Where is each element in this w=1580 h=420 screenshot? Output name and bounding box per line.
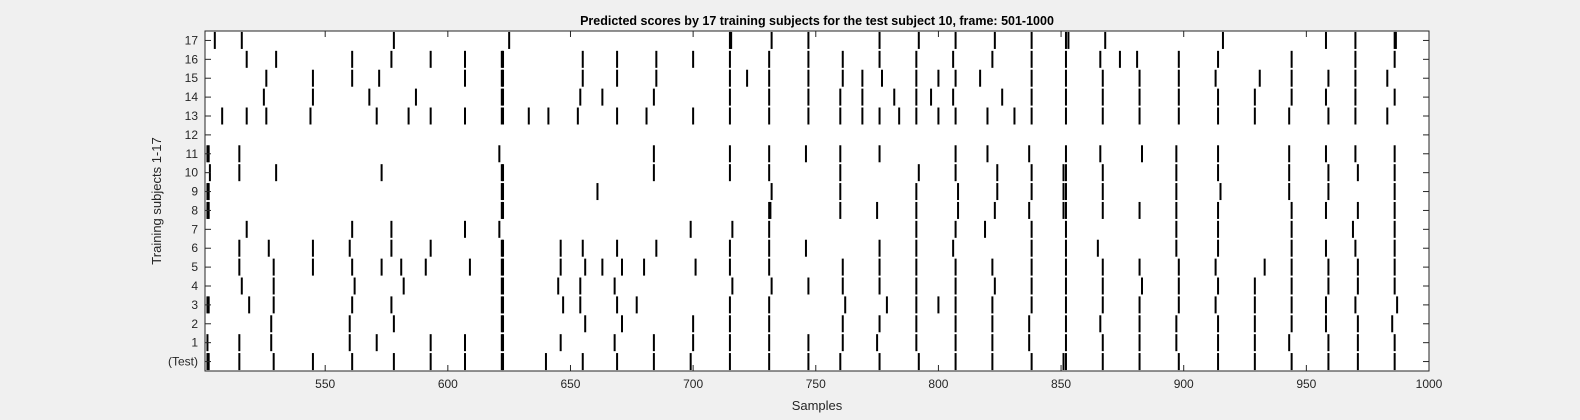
y-tick-label: 12 bbox=[185, 128, 199, 142]
y-tick-label: 6 bbox=[191, 241, 198, 255]
y-tick-label: 9 bbox=[191, 185, 198, 199]
x-tick-label: 550 bbox=[315, 377, 335, 391]
x-tick-label: 950 bbox=[1296, 377, 1316, 391]
y-tick-label: 16 bbox=[185, 52, 199, 66]
y-tick-label: 14 bbox=[185, 90, 199, 104]
y-tick-label: 5 bbox=[191, 260, 198, 274]
x-tick-label: 800 bbox=[928, 377, 948, 391]
y-tick-label: 11 bbox=[186, 147, 199, 161]
y-tick-label: 15 bbox=[185, 71, 199, 85]
x-tick-label: 900 bbox=[1174, 377, 1194, 391]
y-tick-label: 4 bbox=[191, 279, 198, 293]
x-tick-label: 700 bbox=[683, 377, 703, 391]
x-axis-ticks: 550 600 650 700 750 800 850 900 950 1000 bbox=[315, 31, 1443, 391]
y-tick-label: 1 bbox=[191, 336, 198, 350]
chart-title: Predicted scores by 17 training subjects… bbox=[580, 14, 1054, 28]
x-axis-label: Samples bbox=[792, 398, 843, 413]
y-tick-label: 8 bbox=[191, 203, 198, 217]
y-tick-label: 10 bbox=[185, 166, 199, 180]
y-tick-label: 3 bbox=[191, 298, 198, 312]
x-tick-label: 1000 bbox=[1416, 377, 1443, 391]
x-tick-label: 850 bbox=[1051, 377, 1071, 391]
y-tick-label: 17 bbox=[185, 33, 199, 47]
y-tick-label: (Test) bbox=[168, 355, 198, 369]
y-tick-label: 7 bbox=[191, 222, 198, 236]
spike-raster bbox=[206, 31, 1399, 371]
axes-box bbox=[204, 30, 1430, 372]
plot-area bbox=[205, 31, 1429, 371]
x-tick-label: 750 bbox=[806, 377, 826, 391]
x-tick-label: 600 bbox=[438, 377, 458, 391]
y-axis-label: Training subjects 1-17 bbox=[149, 137, 164, 264]
y-tick-label: 2 bbox=[191, 317, 198, 331]
y-tick-label: 13 bbox=[185, 109, 199, 123]
x-tick-label: 650 bbox=[560, 377, 580, 391]
